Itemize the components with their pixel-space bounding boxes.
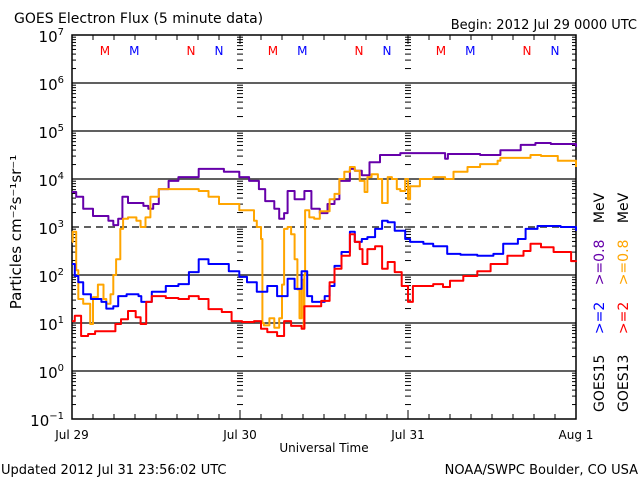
orbit-marker-m: M bbox=[129, 44, 139, 58]
y-tick-exponent: −1 bbox=[49, 411, 64, 422]
orbit-marker-m: M bbox=[465, 44, 475, 58]
legend-item-gt08: >=0.8 bbox=[592, 240, 608, 286]
orbit-marker-n: N bbox=[187, 44, 196, 58]
y-axis-label: Particles cm⁻²s⁻¹sr⁻¹ bbox=[7, 155, 25, 309]
y-tick-exponent: 0 bbox=[58, 363, 64, 374]
x-tick-label: Jul 29 bbox=[54, 428, 89, 442]
legend-item-gt2: >=2 bbox=[616, 302, 632, 334]
y-tick-label: 10−1 bbox=[30, 411, 64, 430]
y-tick-base: 10 bbox=[39, 364, 58, 382]
legend-satellite: GOES13 bbox=[616, 355, 632, 412]
legend-goes13: GOES13 >=2 >=0.8 MeV bbox=[616, 192, 632, 412]
chart-title: GOES Electron Flux (5 minute data) bbox=[14, 11, 263, 27]
svg-text:GOES15 >=2 >=0.8: GOES15 >=2 >=0.8 MeV bbox=[592, 192, 608, 412]
y-tick-base: 10 bbox=[39, 316, 58, 334]
x-tick-label: Jul 31 bbox=[390, 428, 425, 442]
y-tick-exponent: 1 bbox=[58, 315, 64, 326]
series-line-0 bbox=[72, 142, 577, 227]
y-tick-base: 10 bbox=[39, 172, 58, 190]
y-tick-exponent: 6 bbox=[58, 75, 64, 86]
y-tick-exponent: 3 bbox=[58, 219, 64, 230]
legend-item-gt08: >=0.8 bbox=[616, 240, 632, 286]
y-tick-base: 10 bbox=[39, 28, 58, 46]
y-tick-label: 101 bbox=[39, 315, 64, 334]
y-tick-exponent: 4 bbox=[58, 171, 64, 182]
y-tick-base: 10 bbox=[39, 268, 58, 286]
orbit-marker-m: M bbox=[100, 44, 110, 58]
begin-time: Begin: 2012 Jul 29 0000 UTC bbox=[451, 18, 637, 33]
y-tick-label: 107 bbox=[39, 27, 64, 46]
y-tick-base: 10 bbox=[39, 220, 58, 238]
y-tick-label: 104 bbox=[39, 171, 64, 190]
series-line-3 bbox=[72, 233, 577, 337]
legend-item-gt2: >=2 bbox=[592, 302, 608, 334]
series-line-2 bbox=[72, 219, 577, 310]
legend-units: MeV bbox=[592, 192, 608, 223]
legend-goes15: GOES15 >=2 >=0.8 MeV bbox=[592, 192, 608, 412]
orbit-marker-n: N bbox=[551, 44, 560, 58]
y-tick-label: 106 bbox=[39, 75, 64, 94]
y-tick-label: 105 bbox=[39, 123, 64, 142]
orbit-marker-n: N bbox=[215, 44, 224, 58]
x-tick-label: Jul 30 bbox=[222, 428, 257, 442]
y-tick-exponent: 2 bbox=[58, 267, 64, 278]
y-tick-label: 102 bbox=[39, 267, 64, 286]
orbit-marker-n: N bbox=[523, 44, 532, 58]
y-tick-exponent: 5 bbox=[58, 123, 64, 134]
y-tick-label: 103 bbox=[39, 219, 64, 238]
y-tick-base: 10 bbox=[39, 76, 58, 94]
legend-units: MeV bbox=[616, 192, 632, 223]
source-credit: NOAA/SWPC Boulder, CO USA bbox=[445, 463, 638, 478]
orbit-marker-m: M bbox=[297, 44, 307, 58]
y-tick-label: 100 bbox=[39, 363, 64, 382]
orbit-marker-m: M bbox=[268, 44, 278, 58]
orbit-marker-n: N bbox=[355, 44, 364, 58]
orbit-marker-n: N bbox=[383, 44, 392, 58]
x-tick-label: Aug 1 bbox=[559, 428, 594, 442]
y-tick-base: 10 bbox=[39, 124, 58, 142]
updated-timestamp: Updated 2012 Jul 31 23:56:02 UTC bbox=[1, 463, 226, 478]
svg-text:GOES13 >=2 >=0.8: GOES13 >=2 >=0.8 MeV bbox=[616, 192, 632, 412]
orbit-marker-m: M bbox=[436, 44, 446, 58]
y-tick-exponent: 7 bbox=[58, 27, 64, 38]
x-axis-label: Universal Time bbox=[279, 441, 368, 455]
y-tick-base: 10 bbox=[30, 412, 49, 430]
legend-satellite: GOES15 bbox=[592, 355, 608, 412]
